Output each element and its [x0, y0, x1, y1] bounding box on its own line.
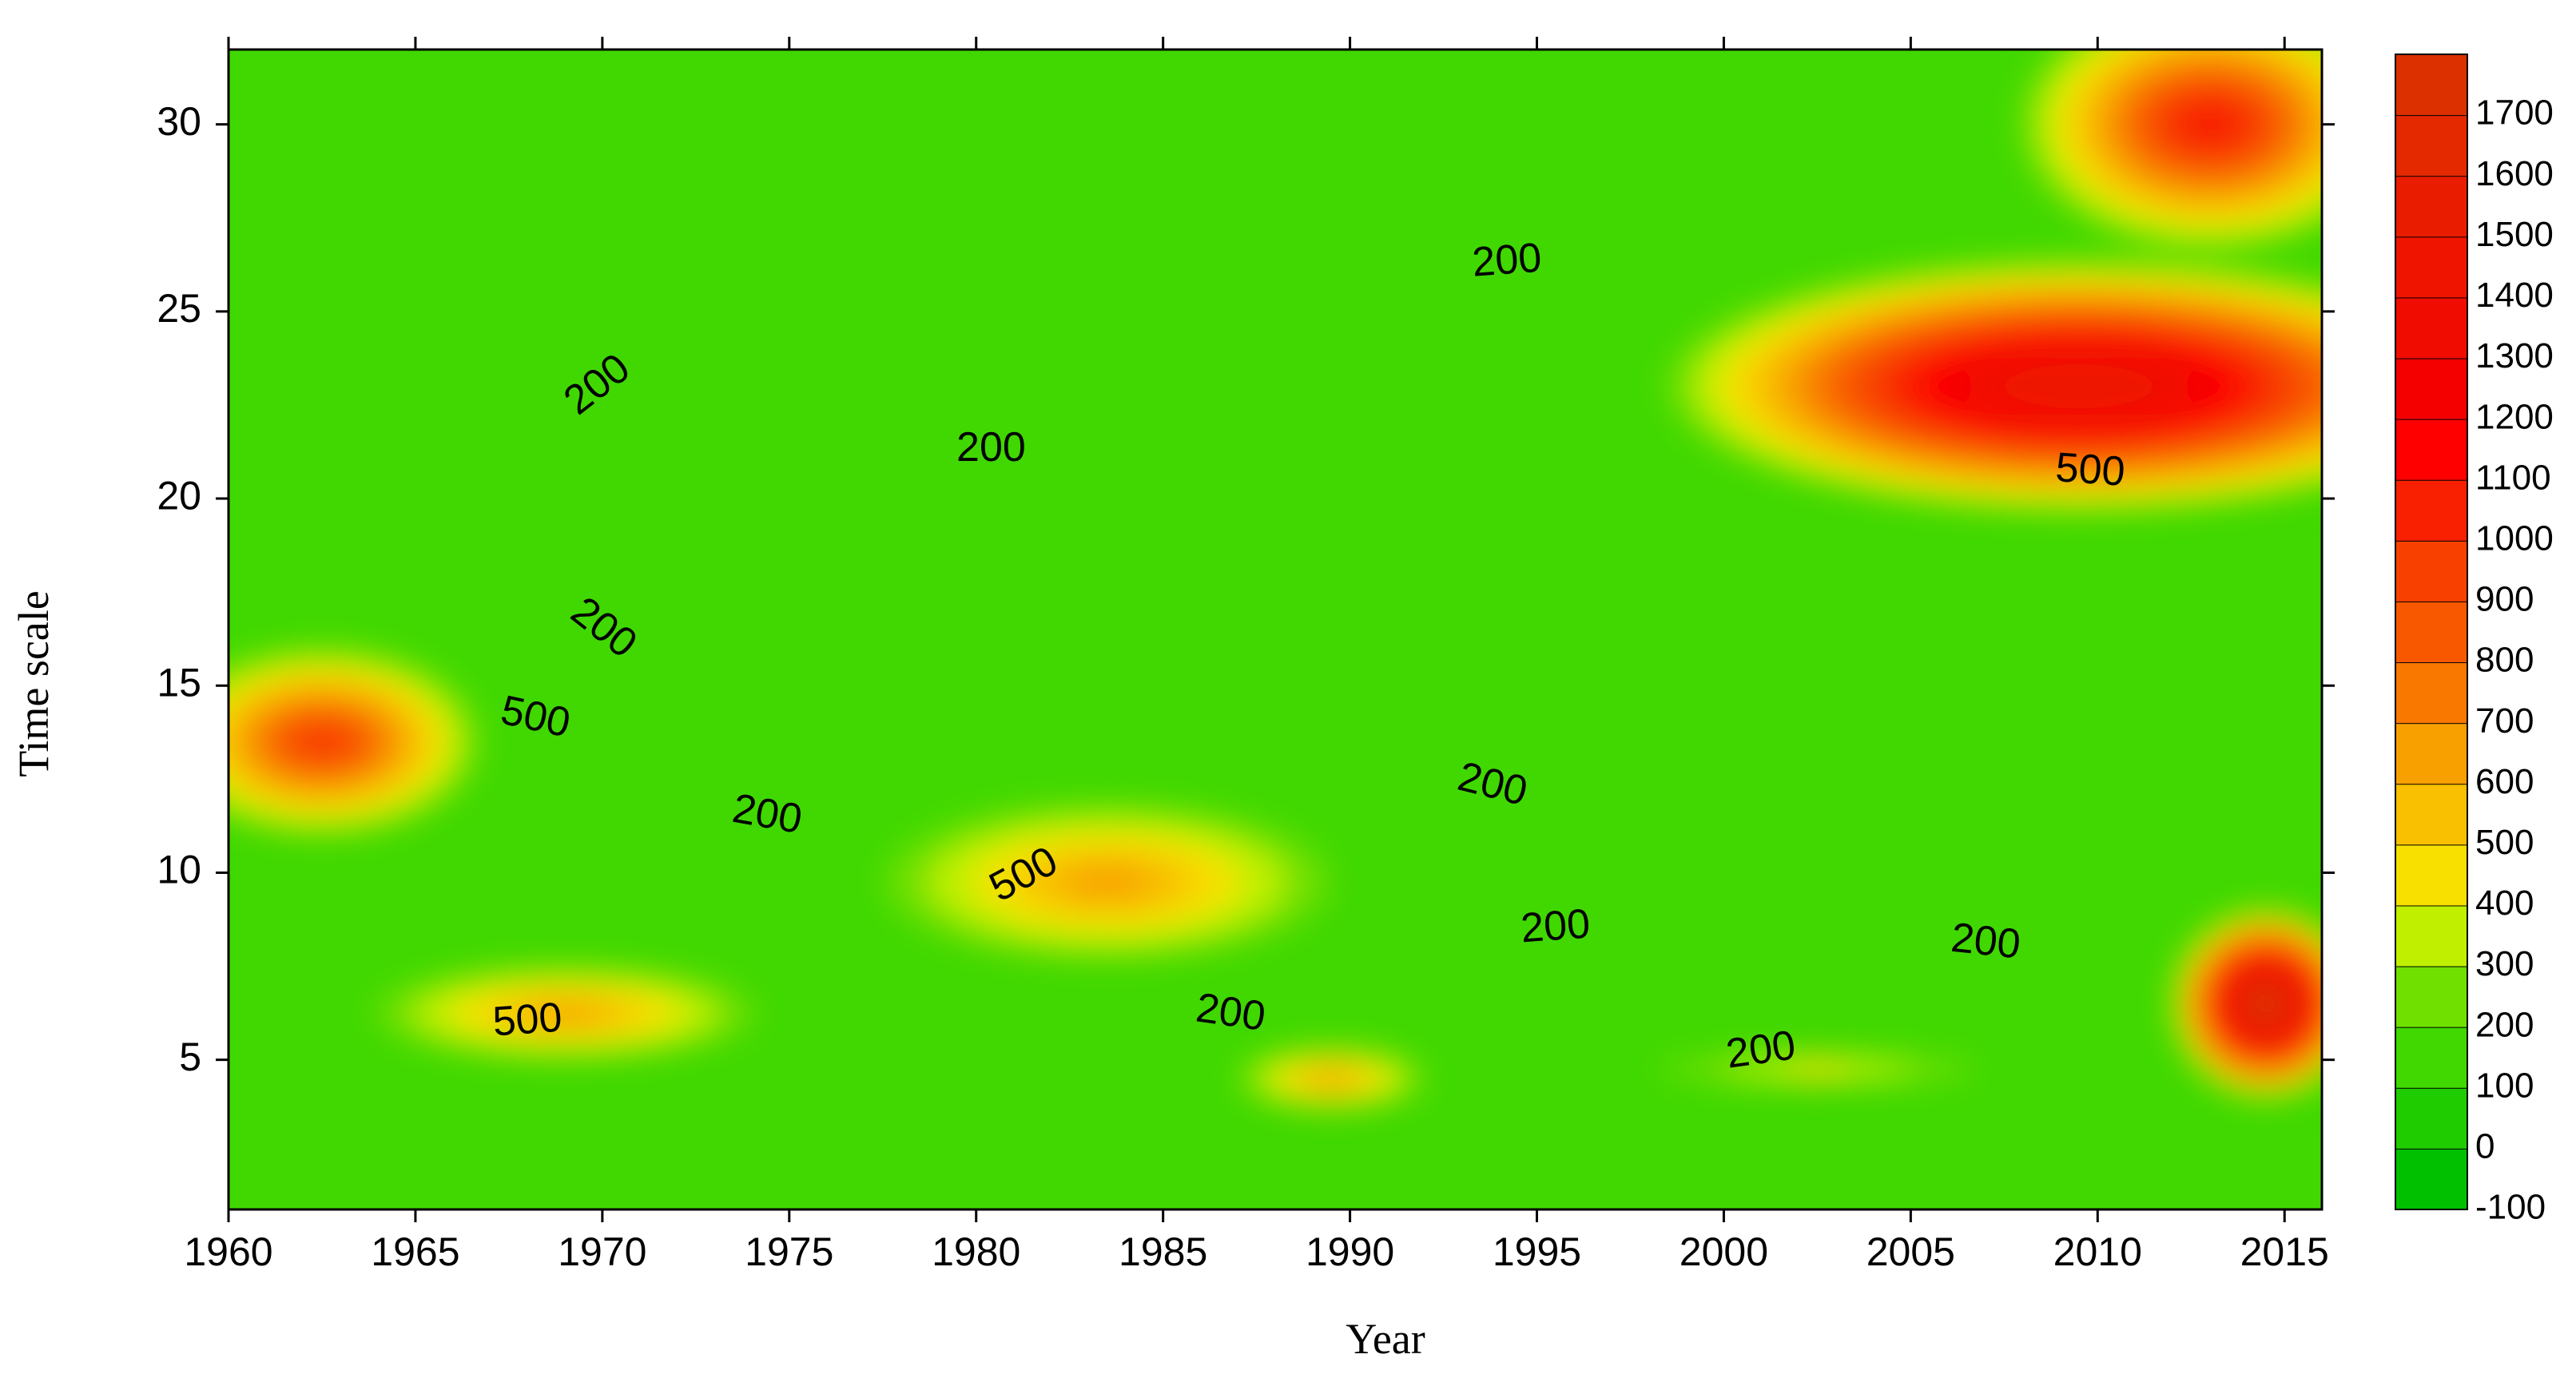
contour-band	[1994, 359, 2165, 413]
y-tick-label: 30	[157, 99, 201, 144]
x-tick-label: 2000	[1680, 1229, 1768, 1274]
colorbar-swatch	[2395, 1027, 2468, 1089]
contour-label: 200	[1471, 235, 1544, 286]
colorbar-swatch	[2395, 419, 2468, 481]
colorbar-label: 0	[2475, 1127, 2495, 1166]
colorbar-label: 1500	[2475, 215, 2554, 254]
x-tick-label: 1980	[932, 1229, 1020, 1274]
colorbar-label: 400	[2475, 884, 2534, 923]
contour-label: 500	[491, 995, 564, 1046]
contour-label: 200	[1949, 915, 2022, 968]
colorbar-swatch	[2395, 1148, 2468, 1211]
colorbar-label: 100	[2475, 1066, 2534, 1105]
colorbar-label: 1300	[2475, 336, 2554, 375]
contour-label: 200	[956, 424, 1026, 471]
colorbar-frame	[2395, 54, 2468, 1210]
y-axis-title: Time scale	[10, 590, 58, 776]
contour-label: 500	[2054, 444, 2127, 495]
colorbar-swatch	[2395, 783, 2468, 846]
colorbar-swatch	[2395, 358, 2468, 420]
colorbar-label: 700	[2475, 701, 2534, 741]
colorbar-swatch	[2395, 1087, 2468, 1150]
colorbar-label: 1600	[2475, 154, 2554, 193]
contour-band	[525, 1003, 605, 1023]
x-tick-label: 2005	[1866, 1229, 1955, 1274]
contour-band	[1311, 1070, 1351, 1087]
axes: 1960 1965 1970 1975 1980 1985 1990 1995 2000 2005…	[157, 37, 2335, 1274]
colorbar-swatch	[2395, 114, 2468, 177]
plot-area	[229, 50, 2322, 1209]
colorbar-label: 900	[2475, 580, 2534, 619]
x-tick-label: 1985	[1119, 1229, 1207, 1274]
colorbar-swatch	[2395, 540, 2468, 602]
contour-band	[2170, 97, 2249, 151]
y-tick-label: 20	[157, 473, 201, 518]
contour-region-2	[2019, 50, 2322, 252]
colorbar-swatch	[2395, 236, 2468, 299]
colorbar-swatch	[2395, 966, 2468, 1028]
plot-frame	[227, 48, 2324, 1211]
colorbar-swatch	[2395, 479, 2468, 542]
colorbar-label: 1400	[2475, 276, 2554, 315]
colorbar-swatch	[2395, 296, 2468, 359]
contour-band	[2246, 983, 2286, 1023]
colorbar-label: 1700	[2475, 93, 2554, 133]
contour-region-8	[1658, 1053, 1977, 1086]
y-tick-label: 5	[179, 1035, 201, 1079]
contour-band	[289, 721, 355, 762]
x-tick-label: 1970	[558, 1229, 646, 1274]
colorbar-swatch	[2395, 722, 2468, 785]
colorbar-label: 200	[2475, 1005, 2534, 1044]
colorbar-swatch	[2395, 904, 2468, 967]
colorbar-label: -100	[2475, 1188, 2546, 1227]
contour-region-5	[374, 965, 756, 1061]
colorbar-swatch	[2395, 54, 2468, 117]
y-tick-label: 10	[157, 848, 201, 892]
contour-region-6	[885, 802, 1330, 962]
contour-label: 200	[1519, 900, 1592, 951]
colorbar-label: 800	[2475, 641, 2534, 680]
colorbar: -100 0 100 200 300 400 500 600 700 800 900 1000 1100…	[2395, 54, 2554, 1227]
contour-band	[1061, 865, 1153, 899]
contour-band	[1784, 1061, 1851, 1078]
x-tick-label: 1990	[1306, 1229, 1394, 1274]
colorbar-swatch	[2395, 175, 2468, 238]
colorbar-label: 600	[2475, 762, 2534, 801]
contour-region-3	[229, 646, 481, 837]
colorbar-swatch	[2395, 601, 2468, 664]
contour-label: 200	[1193, 984, 1268, 1040]
colorbar-label: 500	[2475, 823, 2534, 862]
contour-region-4	[2170, 907, 2322, 1099]
colorbar-label: 1000	[2475, 518, 2554, 558]
x-tick-label: 1995	[1493, 1229, 1581, 1274]
x-tick-label: 1960	[184, 1229, 272, 1274]
colorbar-swatch	[2395, 844, 2468, 907]
contour-label: 200	[1723, 1022, 1799, 1078]
x-tick-label: 1965	[371, 1229, 459, 1274]
colorbar-label: 1100	[2475, 458, 2551, 497]
y-tick-label: 25	[157, 286, 201, 331]
colorbar-label: 1200	[2475, 397, 2554, 436]
y-tick-label: 15	[157, 660, 201, 705]
x-tick-label: 1975	[745, 1229, 833, 1274]
colorbar-swatch	[2395, 661, 2468, 725]
colorbar-label: 300	[2475, 944, 2534, 983]
contour-region-1	[1666, 259, 2322, 514]
x-tick-label: 2010	[2053, 1229, 2142, 1274]
x-axis-title: Year	[1346, 1315, 1425, 1363]
contour-region-7	[1235, 1046, 1427, 1110]
x-tick-label: 2015	[2240, 1229, 2329, 1274]
